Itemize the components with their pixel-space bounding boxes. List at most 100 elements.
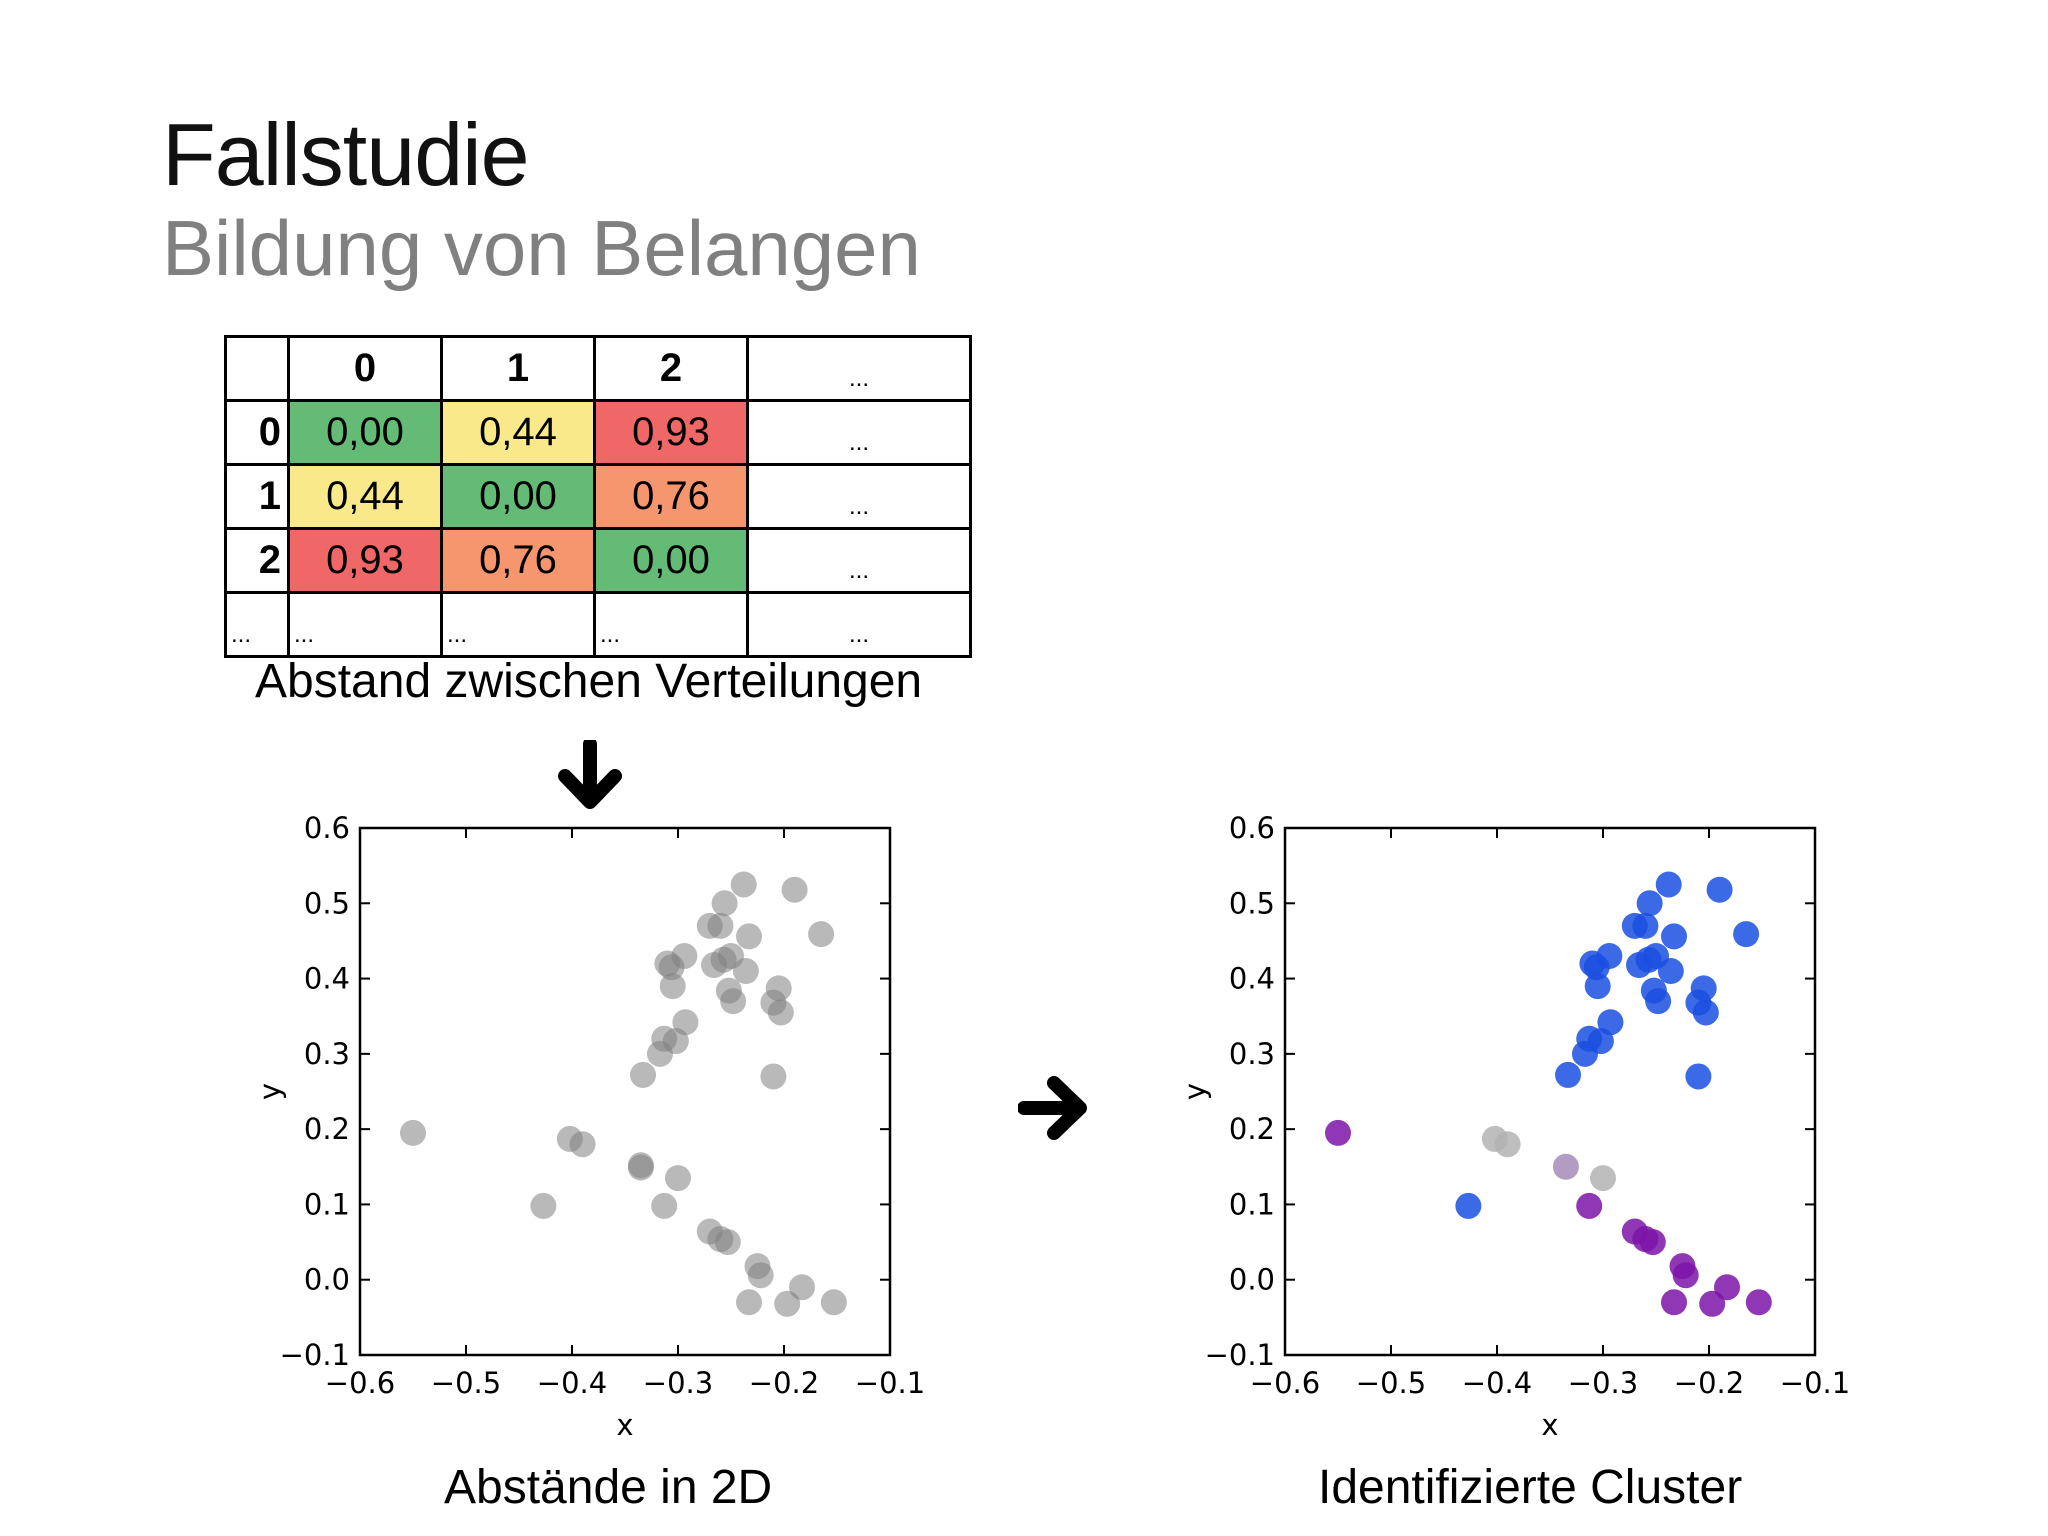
scatter-point (1692, 999, 1719, 1026)
scatter-point (736, 923, 763, 950)
scatter-point (747, 1262, 774, 1289)
matrix-cell: ... (287, 591, 443, 658)
y-tick-label: 0.6 (304, 811, 350, 845)
scatter-point (1661, 923, 1688, 950)
scatter-point (630, 1061, 657, 1088)
scatter-point (789, 1274, 816, 1301)
scatter-point (400, 1119, 426, 1146)
y-axis-label: y (1178, 1083, 1212, 1100)
matrix-row-header: 0 (224, 399, 290, 466)
x-tick-label: −0.6 (325, 1366, 395, 1400)
scatter-point (718, 942, 744, 969)
matrix-cell: 0,93 (287, 527, 443, 594)
x-axis-label: x (1541, 1408, 1558, 1442)
scatter-point (1494, 1131, 1521, 1158)
matrix-row: ... ... ... ... ... (224, 591, 972, 658)
x-tick-label: −0.3 (1568, 1366, 1638, 1400)
matrix-cell: ... (746, 399, 972, 466)
y-tick-label: −0.1 (280, 1338, 350, 1372)
matrix-row: 2 0,93 0,76 0,00 ... (224, 527, 972, 594)
plot-frame (358, 826, 892, 1357)
x-tick-label: −0.2 (1674, 1366, 1744, 1400)
matrix-cell: 0,44 (287, 463, 443, 530)
matrix-header-row: 0 1 2 ... (224, 335, 972, 402)
matrix-row-header: ... (224, 591, 290, 658)
scatter-point (530, 1192, 557, 1219)
scatter-point (1745, 1289, 1772, 1316)
matrix-col-header: 0 (287, 335, 443, 402)
matrix-row: 1 0,44 0,00 0,76 ... (224, 463, 972, 530)
y-tick-label: 0.0 (1229, 1263, 1275, 1297)
scatter-point (1555, 1061, 1582, 1088)
scatter-point (1661, 1289, 1688, 1316)
x-tick-label: −0.6 (1250, 1366, 1320, 1400)
matrix-cell: ... (593, 591, 749, 658)
matrix-cell: 0,76 (440, 527, 596, 594)
matrix-col-header: 2 (593, 335, 749, 402)
matrix-cell: ... (746, 463, 972, 530)
x-tick-label: −0.1 (855, 1366, 925, 1400)
scatter-point (659, 973, 686, 1000)
x-tick-label: −0.4 (1462, 1366, 1532, 1400)
y-tick-label: 0.4 (304, 962, 350, 996)
scatter-point (671, 942, 698, 969)
y-tick-label: 0.4 (1229, 962, 1275, 996)
scatter-point (808, 921, 835, 948)
scatter-point (1733, 921, 1760, 948)
y-tick-label: 0.5 (1229, 886, 1275, 920)
y-tick-label: 0.2 (304, 1112, 350, 1146)
matrix-cell: ... (440, 591, 596, 658)
y-axis-label: y (253, 1083, 287, 1100)
slide-title: Fallstudie (162, 105, 530, 204)
matrix-cell: 0,00 (287, 399, 443, 466)
scatter-point (1552, 1153, 1579, 1180)
matrix-cell: ... (746, 591, 972, 658)
y-tick-label: 0.5 (304, 886, 350, 920)
scatter-point (1596, 942, 1623, 969)
plot-frame (1283, 826, 1817, 1357)
matrix-cell: ... (746, 527, 972, 594)
matrix-cell: 0,44 (440, 399, 596, 466)
scatter-point (1576, 1192, 1603, 1219)
scatter-point (665, 1165, 691, 1192)
y-tick-label: 0.3 (304, 1037, 350, 1071)
scatter-point (1590, 1165, 1616, 1192)
x-axis-label: x (616, 1408, 633, 1442)
scatter-point (627, 1154, 654, 1181)
scatter-point (781, 876, 808, 903)
matrix-caption: Abstand zwischen Verteilungen (255, 655, 923, 708)
scatter-point (736, 1289, 763, 1316)
scatter-plot-distances: −0.6 −0.5 −0.4 −0.3 −0.2 −0.1 −0.1 0.0 0.1 0.2 0.3… (253, 811, 925, 1442)
matrix-corner-cell (224, 335, 290, 402)
scatter-point (569, 1131, 596, 1158)
arrow-down-icon (558, 740, 622, 809)
scatter-point (774, 1290, 801, 1317)
scatter-point (1597, 1009, 1624, 1036)
scatter-point (760, 1063, 787, 1090)
scatter-point (1636, 890, 1663, 917)
scatter-point (720, 988, 747, 1015)
scatter-point (711, 890, 738, 917)
matrix-row-header: 2 (224, 527, 290, 594)
scatter-point (714, 1229, 741, 1256)
scatter-point (1455, 1192, 1482, 1219)
scatter-point (1706, 876, 1733, 903)
scatter-point (1645, 988, 1672, 1015)
scatter-plot-clusters: −0.6 −0.5 −0.4 −0.3 −0.2 −0.1 −0.1 0.0 0.1 0.2 0.3… (1178, 811, 1850, 1442)
scatter-point (1325, 1119, 1351, 1146)
y-tick-label: 0.0 (304, 1263, 350, 1297)
x-tick-label: −0.5 (1356, 1366, 1426, 1400)
y-tick-label: −0.1 (1205, 1338, 1275, 1372)
scatter-point (767, 999, 794, 1026)
slide-subtitle: Bildung von Belangen (162, 204, 921, 292)
plot-caption-clusters: Identifizierte Cluster (1318, 1461, 1743, 1514)
matrix-cell: 0,93 (593, 399, 749, 466)
y-tick-label: 0.1 (1229, 1187, 1275, 1221)
x-tick-label: −0.5 (431, 1366, 501, 1400)
matrix-row: 0 0,00 0,44 0,93 ... (224, 399, 972, 466)
matrix-cell: 0,76 (593, 463, 749, 530)
matrix-col-header: ... (746, 335, 972, 402)
scatter-point (730, 871, 757, 898)
scatter-point (672, 1009, 699, 1036)
scatter-point (707, 912, 734, 939)
